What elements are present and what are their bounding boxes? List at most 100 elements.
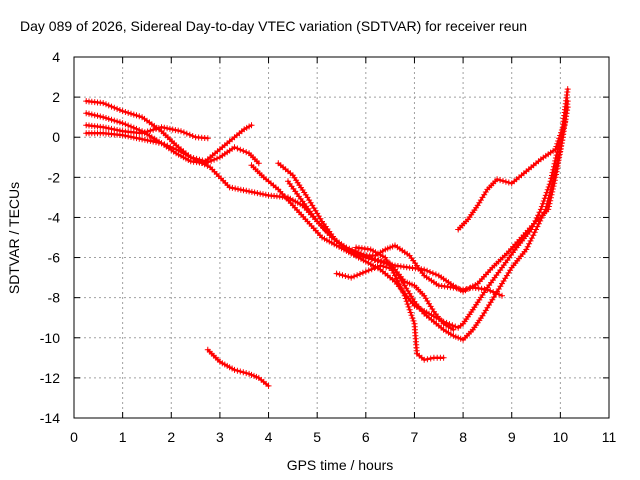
x-tick-label: 2 bbox=[167, 429, 175, 445]
data-point bbox=[552, 146, 559, 153]
y-axis-label: SDTVAR / TECUs bbox=[6, 182, 22, 294]
data-point bbox=[453, 285, 460, 292]
data-point bbox=[499, 292, 505, 299]
data-point bbox=[393, 275, 400, 282]
data-point bbox=[505, 179, 512, 186]
data-point bbox=[394, 278, 401, 285]
y-tick-label: -12 bbox=[40, 370, 60, 386]
data-point bbox=[406, 306, 413, 313]
data-point bbox=[240, 187, 247, 194]
data-point bbox=[345, 273, 352, 280]
axis-ticks: 0 1 2 3 4 5 6 7 8 9 10 11 4 2 0 -2 -4 -6 -8 -10 -12 -14 bbox=[40, 49, 617, 445]
data-point bbox=[390, 270, 397, 276]
data-point bbox=[161, 141, 168, 148]
data-point bbox=[235, 186, 241, 193]
data-point bbox=[427, 355, 434, 362]
data-point bbox=[421, 266, 428, 273]
data-point bbox=[389, 267, 396, 274]
data-point bbox=[122, 109, 129, 115]
data-point bbox=[528, 235, 535, 242]
x-tick-label: 6 bbox=[362, 429, 370, 445]
data-point bbox=[105, 102, 112, 109]
data-point bbox=[545, 198, 551, 204]
data-point bbox=[377, 262, 384, 269]
data-point bbox=[150, 138, 157, 145]
x-tick-label: 10 bbox=[553, 429, 569, 445]
data-point bbox=[167, 143, 174, 150]
data-point bbox=[130, 124, 137, 131]
data-point bbox=[490, 289, 497, 296]
data-point bbox=[178, 128, 184, 135]
data-point bbox=[371, 265, 378, 271]
data-point bbox=[243, 370, 250, 377]
data-point bbox=[349, 248, 356, 255]
data-point bbox=[260, 191, 266, 198]
y-tick-label: -2 bbox=[48, 169, 61, 185]
data-point bbox=[105, 125, 112, 132]
data-point bbox=[262, 191, 269, 198]
data-point bbox=[128, 133, 134, 140]
data-point bbox=[204, 135, 211, 142]
x-tick-label: 11 bbox=[602, 429, 617, 445]
data-point bbox=[147, 137, 154, 144]
data-point bbox=[553, 163, 560, 170]
data-point bbox=[542, 206, 549, 213]
series-pass-8 bbox=[285, 104, 571, 343]
data-point bbox=[122, 121, 129, 128]
data-point bbox=[375, 257, 382, 264]
data-point bbox=[240, 369, 247, 376]
data-point bbox=[83, 110, 90, 117]
data-point bbox=[537, 217, 544, 224]
data-point bbox=[401, 292, 408, 299]
data-point bbox=[354, 272, 361, 279]
data-point bbox=[103, 115, 109, 121]
series-pass-4 bbox=[83, 130, 330, 235]
data-point bbox=[111, 104, 118, 111]
data-point bbox=[198, 160, 205, 166]
data-point bbox=[564, 86, 571, 93]
data-point bbox=[231, 144, 238, 151]
data-point bbox=[408, 312, 415, 319]
y-tick-label: -14 bbox=[40, 410, 60, 426]
data-point bbox=[556, 149, 563, 156]
series-pass-5 bbox=[204, 346, 272, 389]
data-point bbox=[100, 100, 107, 107]
data-point bbox=[497, 177, 504, 184]
data-point bbox=[403, 298, 410, 305]
data-point bbox=[243, 149, 250, 156]
data-point bbox=[240, 147, 247, 154]
data-point bbox=[383, 257, 390, 264]
y-tick-label: 0 bbox=[52, 129, 60, 145]
x-tick-label: 7 bbox=[411, 429, 419, 445]
data-point bbox=[385, 259, 392, 266]
data-point bbox=[541, 209, 548, 216]
data-point bbox=[359, 269, 366, 276]
data-point bbox=[114, 118, 121, 125]
data-point bbox=[133, 135, 140, 142]
data-point bbox=[351, 273, 358, 280]
data-point bbox=[352, 250, 359, 257]
series-pass-12 bbox=[455, 86, 571, 233]
data-point bbox=[554, 160, 560, 167]
data-point bbox=[130, 134, 137, 141]
data-point bbox=[427, 269, 433, 275]
data-point bbox=[237, 368, 244, 375]
data-point bbox=[380, 263, 387, 270]
data-point bbox=[463, 286, 470, 292]
data-point bbox=[555, 138, 562, 144]
data-point bbox=[342, 273, 349, 279]
data-point bbox=[346, 247, 353, 254]
data-point bbox=[547, 189, 554, 196]
data-point bbox=[392, 272, 398, 279]
data-point bbox=[544, 200, 551, 207]
data-point bbox=[365, 267, 372, 274]
data-point bbox=[147, 127, 154, 134]
data-point bbox=[175, 127, 182, 134]
data-point bbox=[450, 326, 457, 333]
data-point bbox=[150, 126, 157, 133]
data-point bbox=[550, 175, 557, 182]
x-tick-label: 3 bbox=[216, 429, 224, 445]
data-point bbox=[190, 155, 197, 162]
data-point bbox=[158, 140, 165, 147]
